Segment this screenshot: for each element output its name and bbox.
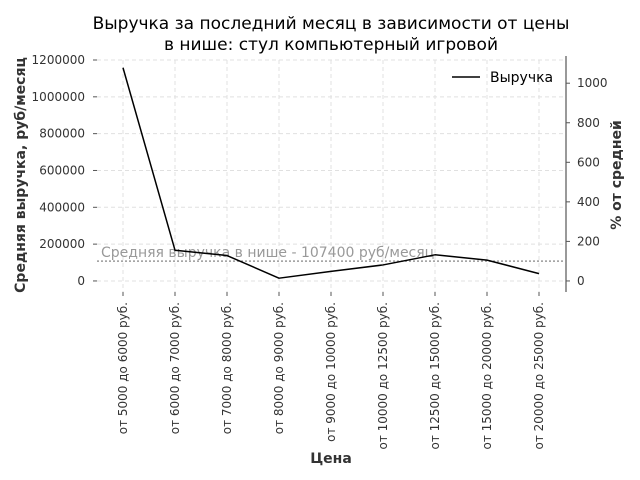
x-tick-label: от 5000 до 6000 руб. xyxy=(116,302,130,434)
y-axis-label-right: % от средней xyxy=(609,120,625,230)
x-tick-label: от 7000 до 8000 руб. xyxy=(220,302,234,434)
average-line-group: Средняя выручка в нише - 107400 руб/меся… xyxy=(97,245,565,262)
x-tick-label: от 10000 до 12500 руб. xyxy=(376,302,390,450)
y-tick-label: 1200000 xyxy=(32,53,85,67)
grid xyxy=(97,59,565,292)
y-tick-label: 400000 xyxy=(39,200,85,214)
x-axis-label: Цена xyxy=(310,451,352,467)
axes xyxy=(93,56,570,296)
y-tick-label: 1000000 xyxy=(32,90,85,104)
x-tick-label: от 9000 до 10000 руб. xyxy=(324,302,338,442)
y-right-tick-label: 0 xyxy=(577,274,585,288)
x-tick-label: от 20000 до 25000 руб. xyxy=(532,302,546,450)
x-tick-label: от 8000 до 9000 руб. xyxy=(272,302,286,434)
x-tick-label: от 12500 до 15000 руб. xyxy=(428,302,442,450)
tick-labels: 0 200000 400000 600000 800000 1000000 1200000 о… xyxy=(32,53,608,450)
y-right-tick-label: 600 xyxy=(577,155,600,169)
y-tick-label: 200000 xyxy=(39,237,85,251)
y-right-tick-label: 800 xyxy=(577,116,600,130)
average-label: Средняя выручка в нише - 107400 руб/меся… xyxy=(101,245,434,261)
x-tick-label: от 15000 до 20000 руб. xyxy=(480,302,494,450)
y-right-tick-label: 400 xyxy=(577,195,600,209)
legend-label-revenue: Выручка xyxy=(490,70,553,86)
y-right-tick-label: 1000 xyxy=(577,76,608,90)
y-tick-label: 600000 xyxy=(39,163,85,177)
x-tick-label: от 6000 до 7000 руб. xyxy=(168,302,182,434)
legend: Выручка xyxy=(452,70,553,86)
chart-title-line-2: в нише: стул компьютерный игровой xyxy=(164,35,498,55)
plot-area xyxy=(122,67,540,279)
chart-title-line-1: Выручка за последний месяц в зависимости… xyxy=(93,14,570,34)
y-axis-label: Средняя выручка, руб/месяц xyxy=(13,57,29,293)
y-right-tick-label: 200 xyxy=(577,234,600,248)
y-tick-label: 0 xyxy=(77,274,85,288)
chart-title: Выручка за последний месяц в зависимости… xyxy=(93,14,570,55)
y-tick-label: 800000 xyxy=(39,127,85,141)
